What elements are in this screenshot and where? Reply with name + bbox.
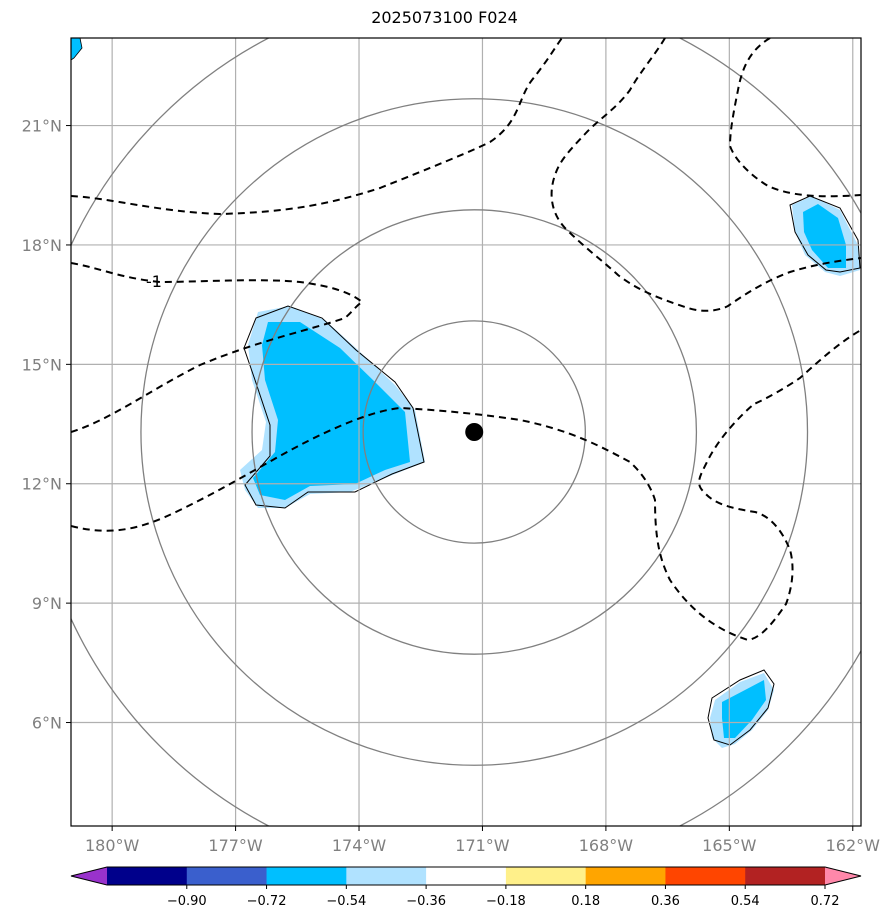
shaded-region-southeast-outline [707,669,775,746]
lon-tick-label: 180°W [85,836,140,855]
colorbar-segment [585,867,666,885]
colorbar-segment [266,867,347,885]
colorbar-tick-label: 0.36 [651,894,680,909]
lon-tick-label: 168°W [579,836,634,855]
colorbar-segment [107,867,188,885]
colorbar-tick-label: 0.18 [571,894,600,909]
colorbar-tick-label: −0.18 [486,894,526,909]
lat-tick-label: 12°N [22,475,62,494]
colorbar-tick-label: −0.90 [167,894,207,909]
colorbar-extend-max [825,867,861,885]
plot-area: -1 [71,38,861,826]
range-ring [71,38,861,826]
gridlines [71,38,861,826]
latitude-tick-labels: 6°N 9°N 12°N 15°N 18°N 21°N [22,117,71,733]
colorbar-segment [426,867,507,885]
lat-tick-label: 6°N [32,714,62,733]
shaded-region-central-inner [253,322,410,500]
shaded-regions [71,38,861,748]
colorbar-tick-label: −0.72 [247,894,287,909]
shaded-region-east-upper-outline [789,195,861,273]
colorbar-extend-min [71,867,107,885]
colorbar: −0.90 −0.72 −0.54 −0.36 −0.18 0.18 0.36 0.54 0.7… [70,866,862,909]
range-rings [71,38,861,826]
lon-tick-label: 177°W [208,836,263,855]
shaded-region-central-outline [243,305,425,509]
range-ring [140,98,809,766]
lat-tick-label: 9°N [32,594,62,613]
shaded-region-east-upper-inner [803,204,846,268]
colorbar-segment [745,867,826,885]
colorbar-tick-label: −0.36 [406,894,446,909]
colorbar-outline [70,866,862,886]
contour-line-northeast [728,38,861,198]
lon-tick-label: 174°W [332,836,387,855]
contour-line-west [71,262,363,303]
contour-line-east [550,38,861,312]
contour-line-north [71,38,563,216]
storm-center-marker [465,423,484,441]
shaded-region-corner [71,38,83,61]
contour-label: -1 [146,272,162,291]
contour-line-south-central [71,329,861,642]
lat-tick-label: 18°N [22,236,62,255]
colorbar-segment [665,867,746,885]
colorbar-tick-label: 0.54 [731,894,760,909]
colorbar-segment [346,867,427,885]
dashed-contours [71,38,861,642]
lon-tick-label: 165°W [702,836,757,855]
longitude-tick-labels: 180°W 177°W 174°W 171°W 168°W 165°W 162°W [85,826,880,855]
lon-tick-label: 171°W [455,836,510,855]
map-title: 2025073100 F024 [371,8,518,27]
plot-frame [70,37,862,827]
colorbar-segment [186,867,268,885]
contour-line-central [71,301,363,433]
colorbar-tick-label: −0.54 [326,894,366,909]
range-ring [362,320,586,544]
lon-tick-label: 162°W [826,836,881,855]
colorbar-segment [505,867,587,885]
shaded-region-southeast-inner [722,680,766,738]
lat-tick-label: 15°N [22,355,62,374]
lat-tick-label: 21°N [22,117,62,136]
colorbar-tick-label: 0.72 [811,894,840,909]
range-ring [251,209,698,655]
